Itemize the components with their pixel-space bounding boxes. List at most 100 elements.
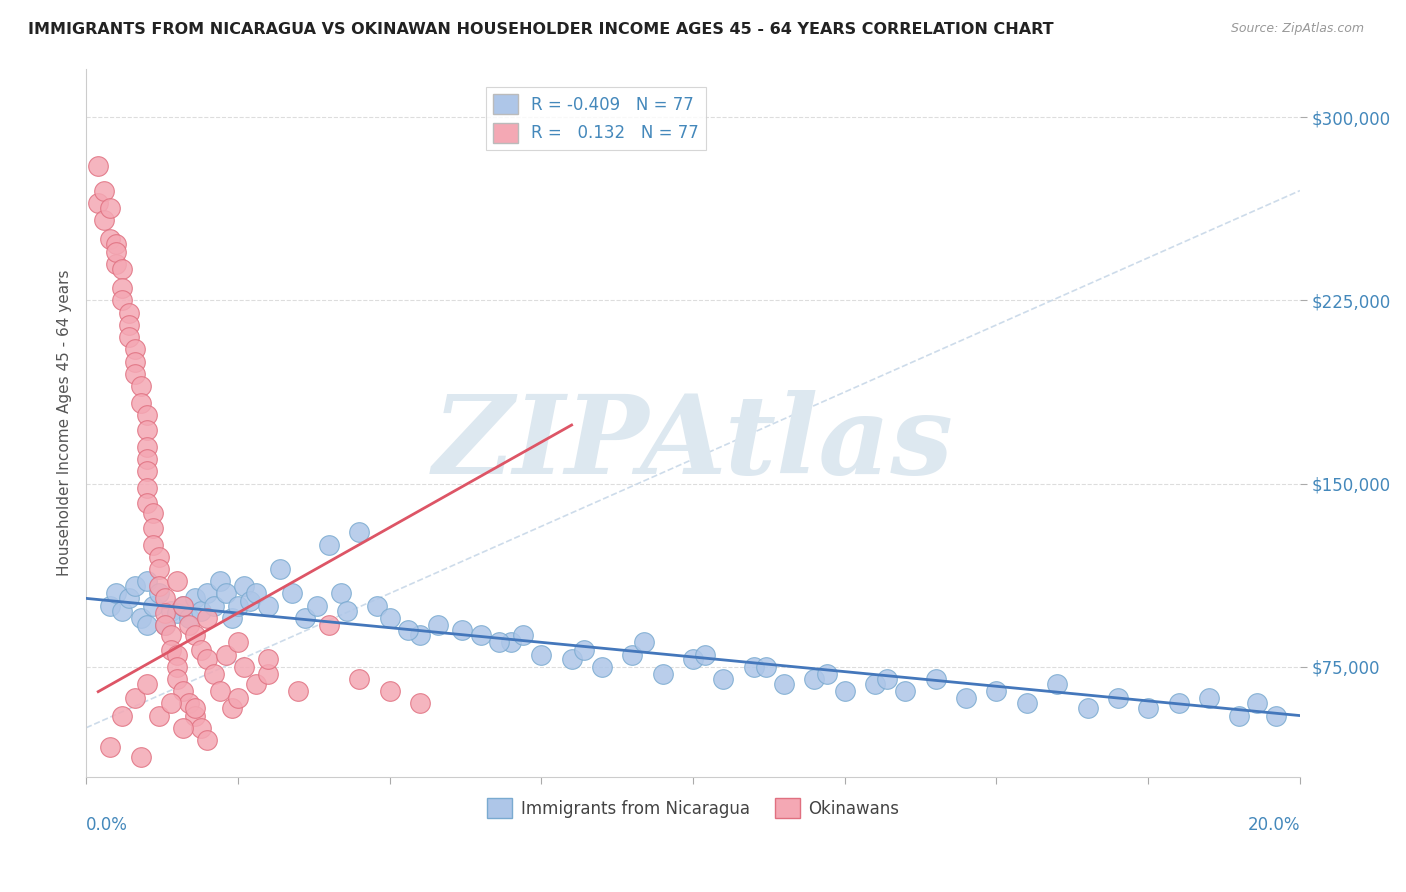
Point (135, 440, 157, 454)
Point (470, 628, 492, 642)
Point (190, 604, 212, 618)
Point (226, 691, 249, 706)
Point (226, 599, 249, 613)
Point (294, 611, 316, 625)
Point (651, 667, 673, 681)
Point (755, 659, 778, 673)
Point (863, 677, 886, 691)
Point (184, 591, 207, 606)
Point (215, 586, 238, 600)
Point (111, 708, 134, 723)
Point (160, 628, 183, 642)
Point (336, 604, 359, 618)
Point (124, 343, 146, 357)
Point (347, 525, 370, 540)
Point (135, 496, 157, 510)
Point (1264, 708, 1286, 723)
Point (172, 599, 194, 613)
Point (190, 642, 212, 657)
Point (269, 562, 291, 576)
Point (621, 648, 644, 662)
Point (245, 586, 267, 600)
Point (1137, 701, 1160, 715)
Point (208, 574, 231, 589)
Point (561, 652, 583, 666)
Point (98, 201, 121, 215)
Point (202, 667, 225, 681)
Point (135, 409, 157, 423)
Point (378, 611, 401, 625)
Point (226, 635, 249, 649)
Point (153, 618, 176, 632)
Point (221, 611, 243, 625)
Point (834, 684, 856, 698)
Point (202, 599, 225, 613)
Point (197, 611, 219, 625)
Y-axis label: Householder Income Ages 45 - 64 years: Householder Income Ages 45 - 64 years (58, 269, 72, 576)
Text: Source: ZipAtlas.com: Source: ZipAtlas.com (1230, 22, 1364, 36)
Point (215, 648, 238, 662)
Point (87, 195, 110, 210)
Point (803, 672, 825, 686)
Point (427, 618, 450, 632)
Point (135, 574, 157, 589)
Point (129, 611, 152, 625)
Point (105, 257, 128, 271)
Point (148, 562, 170, 576)
Point (1227, 708, 1250, 723)
Point (742, 659, 765, 673)
Point (190, 721, 212, 735)
Point (166, 648, 188, 662)
Point (1076, 701, 1098, 715)
Point (239, 594, 262, 608)
Point (153, 591, 176, 606)
Point (142, 538, 165, 552)
Point (160, 697, 183, 711)
Point (711, 672, 734, 686)
Point (172, 684, 194, 698)
Point (451, 623, 474, 637)
Point (221, 701, 243, 715)
Point (135, 482, 157, 496)
Point (117, 306, 139, 320)
Point (172, 599, 194, 613)
Point (281, 586, 304, 600)
Point (166, 659, 188, 673)
Point (682, 652, 704, 666)
Point (330, 586, 353, 600)
Point (117, 318, 139, 332)
Point (197, 652, 219, 666)
Point (87, 159, 110, 173)
Point (98, 599, 121, 613)
Point (1167, 697, 1189, 711)
Point (111, 293, 134, 308)
Point (135, 464, 157, 478)
Point (135, 452, 157, 467)
Point (105, 237, 128, 252)
Point (1246, 697, 1268, 711)
Point (572, 642, 595, 657)
Point (773, 677, 796, 691)
Point (142, 520, 165, 534)
Point (124, 367, 146, 381)
Point (257, 652, 280, 666)
Point (184, 708, 207, 723)
Point (179, 611, 201, 625)
Point (111, 604, 134, 618)
Point (111, 261, 134, 276)
Point (166, 606, 188, 620)
Point (166, 574, 188, 589)
Point (1198, 691, 1220, 706)
Point (1046, 677, 1069, 691)
Point (117, 330, 139, 344)
Point (93, 184, 115, 198)
Point (172, 721, 194, 735)
Point (396, 623, 419, 637)
Point (124, 579, 146, 593)
Point (591, 659, 613, 673)
Point (197, 586, 219, 600)
Point (232, 579, 254, 593)
Point (409, 628, 432, 642)
Point (179, 618, 201, 632)
Point (148, 586, 170, 600)
